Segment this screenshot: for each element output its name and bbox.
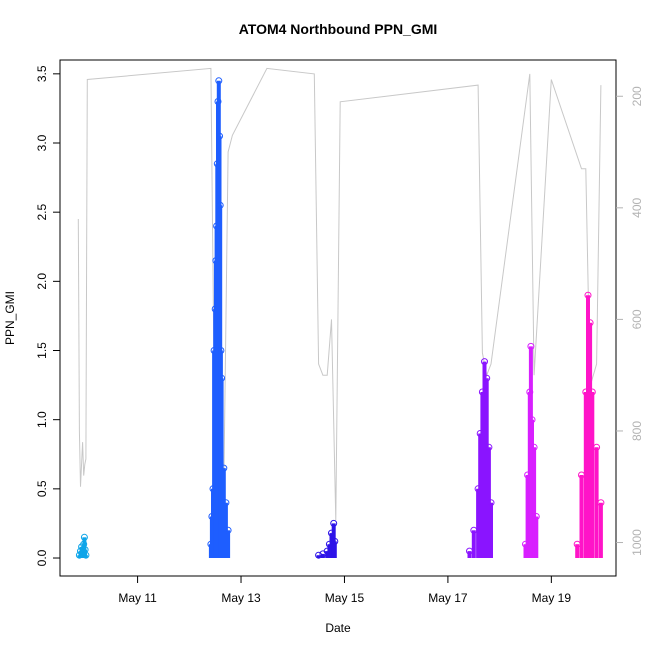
secondary-series-line xyxy=(77,67,602,521)
data-point xyxy=(217,347,225,354)
data-point xyxy=(528,416,536,424)
data-point xyxy=(584,291,592,299)
y-tick-label: 2.0 xyxy=(35,273,49,290)
x-tick-label: May 13 xyxy=(221,591,261,605)
data-point xyxy=(593,443,601,451)
data-point xyxy=(215,77,223,85)
y-tick-label: 1.5 xyxy=(35,342,49,359)
series-layer xyxy=(75,77,605,559)
y2-axis: 200 400 600 800 1000 xyxy=(616,86,644,556)
data-point xyxy=(481,358,488,366)
data-point xyxy=(216,201,224,209)
x-tick-label: May 17 xyxy=(428,591,468,605)
data-point xyxy=(224,526,232,534)
data-point xyxy=(330,519,338,527)
y-tick-label: 2.5 xyxy=(35,204,49,221)
y-axis: 0.0 0.5 1.0 1.5 2.0 2.5 3.0 3.5 xyxy=(35,65,60,566)
plot-frame xyxy=(59,59,617,577)
y2-tick-label: 800 xyxy=(630,421,644,441)
x-axis-label: Date xyxy=(325,621,351,635)
data-point xyxy=(487,499,495,507)
data-point xyxy=(532,513,540,520)
data-point xyxy=(586,319,594,327)
data-point xyxy=(588,388,596,396)
chart-title: ATOM4 Northbound PPN_GMI xyxy=(239,21,438,37)
x-tick-label: May 19 xyxy=(532,591,572,605)
data-point xyxy=(218,374,226,382)
y-tick-label: 3.0 xyxy=(35,134,49,151)
y-tick-label: 0.5 xyxy=(35,480,49,497)
y2-tick-label: 400 xyxy=(630,197,644,217)
data-point xyxy=(527,342,535,350)
x-tick-label: May 11 xyxy=(118,591,157,605)
y2-tick-label: 600 xyxy=(630,309,644,329)
secondary-series-layer xyxy=(77,67,602,521)
data-point xyxy=(331,537,339,545)
data-point xyxy=(82,551,90,559)
data-point xyxy=(80,533,88,541)
y-axis-label: PPN_GMI xyxy=(3,291,17,345)
data-point xyxy=(483,374,491,382)
x-axis: May 11 May 13 May 15 May 17 May 19 xyxy=(118,576,571,605)
y-tick-label: 3.5 xyxy=(35,65,49,82)
y2-tick-label: 200 xyxy=(630,86,644,106)
y-tick-label: 1.0 xyxy=(35,411,49,428)
data-point xyxy=(485,443,493,451)
data-point xyxy=(220,464,228,472)
data-point xyxy=(530,443,538,451)
y-tick-label: 0.0 xyxy=(35,549,49,566)
data-point xyxy=(222,499,230,507)
data-point xyxy=(216,132,223,140)
data-point xyxy=(597,499,605,507)
y2-tick-label: 1000 xyxy=(630,529,644,556)
x-tick-label: May 15 xyxy=(325,591,365,605)
